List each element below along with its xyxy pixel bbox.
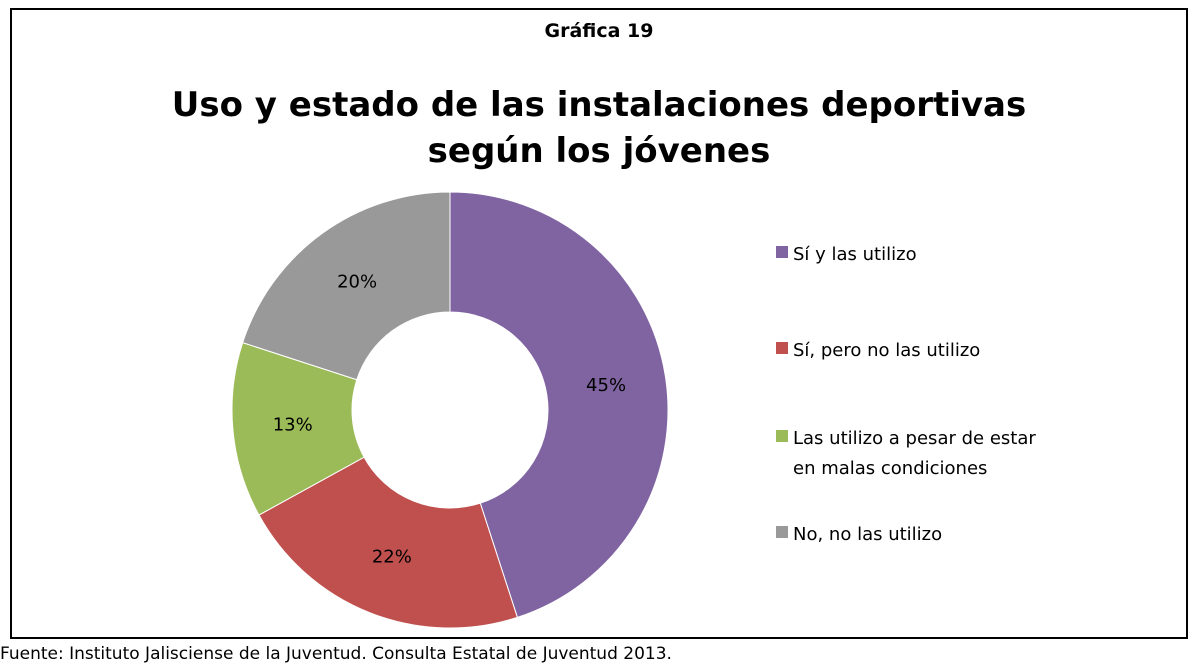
legend-swatch-1: [776, 246, 788, 258]
legend-label-line: Sí y las utilizo: [793, 244, 917, 265]
chart-title-line-1: Uso y estado de las instalaciones deport…: [171, 85, 1027, 125]
legend-swatch-2: [776, 342, 788, 354]
legend-label-line: Las utilizo a pesar de estar: [793, 428, 1036, 449]
chart-kicker: Gráfica 19: [544, 20, 654, 42]
legend-swatch-4: [776, 526, 788, 538]
data-label-4: 20%: [337, 272, 377, 293]
chart-title: Uso y estado de las instalaciones deport…: [12, 82, 1186, 174]
chart-title-line-2: según los jóvenes: [427, 131, 771, 171]
source-note: Fuente: Instituto Jalisciense de la Juve…: [0, 644, 672, 664]
data-label-1: 45%: [586, 375, 626, 396]
data-label-2: 22%: [372, 546, 412, 567]
legend-label-line: No, no las utilizo: [793, 524, 943, 545]
legend-label-2: Sí, pero no las utilizo: [793, 336, 980, 366]
donut-slice-4: [242, 191, 451, 381]
donut-slice-1: [449, 191, 669, 618]
legend-label-line: en malas condiciones: [793, 458, 988, 479]
legend-label-3: Las utilizo a pesar de estar en malas con…: [793, 424, 1036, 484]
legend-item-2: Sí, pero no las utilizo: [776, 336, 1076, 366]
legend-item-3: Las utilizo a pesar de estar en malas con…: [776, 424, 1076, 484]
legend-swatch-3: [776, 430, 788, 442]
legend-item-1: Sí y las utilizo: [776, 240, 1076, 270]
legend-label-1: Sí y las utilizo: [793, 240, 917, 270]
data-label-3: 13%: [273, 414, 313, 435]
donut-slice-2: [258, 456, 518, 629]
chart-frame: Gráfica 19 Uso y estado de las instalaci…: [10, 8, 1188, 639]
legend-item-4: No, no las utilizo: [776, 520, 1076, 550]
donut-slice-3: [231, 342, 365, 516]
legend-label-4: No, no las utilizo: [793, 520, 942, 550]
legend-label-line: Sí, pero no las utilizo: [793, 340, 981, 361]
